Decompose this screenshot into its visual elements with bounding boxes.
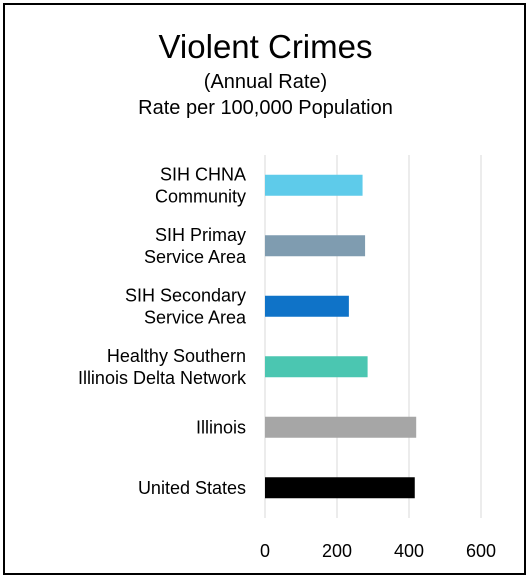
category-label-5-0: United States: [138, 478, 246, 498]
bar-0: [265, 174, 363, 196]
x-tick-label-1: 200: [322, 541, 352, 561]
bar-1: [265, 235, 366, 257]
chart-subtitle: (Annual Rate): [203, 71, 328, 93]
bar-3: [265, 356, 368, 378]
bar-2: [265, 295, 349, 317]
chart-subtitle-units: Rate per 100,000 Population: [138, 97, 393, 119]
category-label-1-1: Service Area: [144, 247, 247, 267]
category-label-2-1: Service Area: [144, 307, 247, 327]
chart-title: Violent Crimes: [158, 28, 373, 65]
category-label-2-0: SIH Secondary: [125, 285, 246, 305]
category-label-3-0: Healthy Southern: [107, 346, 246, 366]
category-label-1-0: SIH Primay: [155, 225, 246, 245]
chart-frame: [3, 3, 526, 575]
category-label-4-0: Illinois: [196, 417, 246, 437]
category-label-0-1: Community: [155, 186, 246, 206]
x-tick-label-2: 400: [394, 541, 424, 561]
bar-5: [265, 477, 415, 499]
x-tick-label-0: 0: [260, 541, 270, 561]
x-tick-label-3: 600: [466, 541, 496, 561]
category-label-3-1: Illinois Delta Network: [78, 368, 247, 388]
category-label-0-0: SIH CHNA: [160, 164, 246, 184]
bar-4: [265, 416, 417, 438]
